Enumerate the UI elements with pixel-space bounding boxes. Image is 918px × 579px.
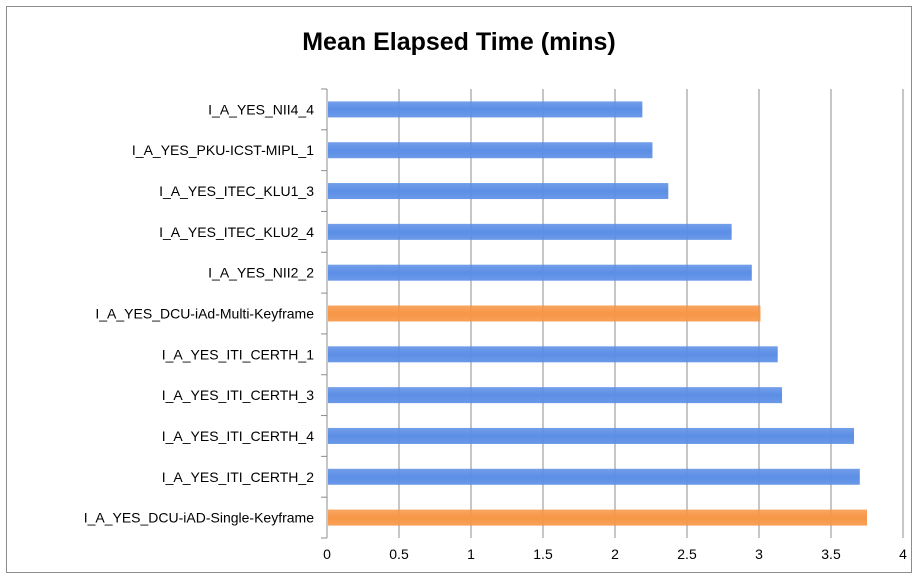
- bar: [328, 183, 669, 200]
- y-category-label: I_A_YES_ITEC_KLU1_3: [159, 183, 314, 199]
- x-tick-label: 4: [899, 546, 907, 562]
- x-tick-label: 1: [467, 546, 475, 562]
- bar: [328, 427, 855, 444]
- bar: [328, 264, 752, 281]
- y-category-label: I_A_YES_ITEC_KLU2_4: [159, 224, 314, 240]
- bar: [328, 468, 860, 485]
- chart-title: Mean Elapsed Time (mins): [302, 28, 616, 56]
- y-category-label: I_A_YES_DCU-iAD-Single-Keyframe: [84, 510, 315, 526]
- x-tick-label: 0: [323, 546, 331, 562]
- y-category-label: I_A_YES_DCU-iAd-Multi-Keyframe: [95, 306, 314, 322]
- bar: [328, 223, 732, 240]
- bar: [328, 305, 761, 322]
- bar: [328, 387, 783, 404]
- x-tick-label: 2: [611, 546, 619, 562]
- bar: [328, 346, 778, 363]
- y-category-label: I_A_YES_NII4_4: [208, 101, 314, 117]
- x-tick-label: 3: [755, 546, 763, 562]
- bar: [328, 101, 643, 118]
- y-category-label: I_A_YES_ITI_CERTH_4: [162, 428, 314, 444]
- x-tick-label: 3.5: [821, 546, 841, 562]
- bar: [328, 142, 653, 159]
- y-category-label: I_A_YES_ITI_CERTH_1: [162, 346, 314, 362]
- x-tick-label: 1.5: [533, 546, 553, 562]
- y-category-label: I_A_YES_NII2_2: [208, 265, 314, 281]
- x-tick-label: 0.5: [389, 546, 409, 562]
- y-category-label: I_A_YES_ITI_CERTH_3: [162, 387, 314, 403]
- bar: [328, 509, 867, 526]
- y-category-label: I_A_YES_ITI_CERTH_2: [162, 469, 314, 485]
- x-tick-label: 2.5: [677, 546, 697, 562]
- y-category-label: I_A_YES_PKU-ICST-MIPL_1: [132, 142, 314, 158]
